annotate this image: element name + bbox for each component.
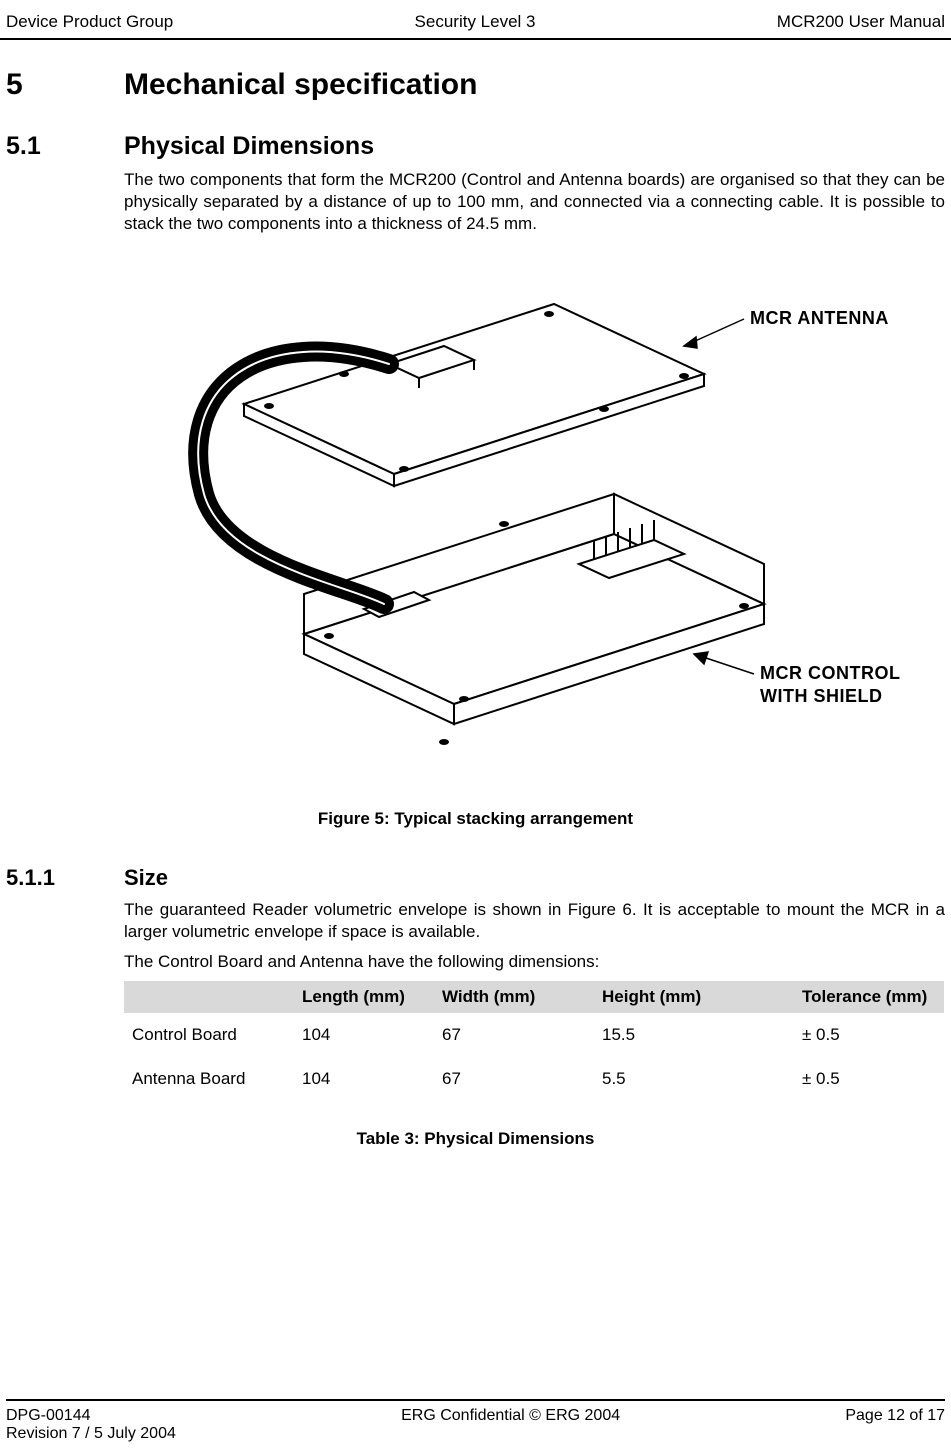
header-rule: [0, 38, 951, 40]
figure-5-caption: Figure 5: Typical stacking arrangement: [6, 809, 945, 829]
section-5-title: Mechanical specification: [124, 68, 477, 102]
footer-center: ERG Confidential © ERG 2004: [401, 1407, 620, 1443]
cell-name: Control Board: [124, 1013, 294, 1057]
th-width: Width (mm): [434, 981, 594, 1013]
section-5-1-1-heading: 5.1.1 Size: [6, 865, 945, 891]
dimensions-table: Length (mm) Width (mm) Height (mm) Toler…: [124, 981, 944, 1101]
page-footer: DPG-00144 Revision 7 / 5 July 2004 ERG C…: [0, 1399, 951, 1443]
table-row: Antenna Board 104 67 5.5 ± 0.5: [124, 1057, 944, 1101]
header-left: Device Product Group: [6, 12, 173, 32]
cell-height: 5.5: [594, 1057, 794, 1101]
label-mcr-antenna: MCR ANTENNA: [750, 308, 889, 328]
section-5-1-number: 5.1: [6, 132, 124, 161]
cell-tolerance: ± 0.5: [794, 1013, 944, 1057]
label-control-board-line1: MCR CONTROL BOARD: [760, 663, 904, 683]
th-height: Height (mm): [594, 981, 794, 1013]
label-control-board-line2: WITH SHIELD: [760, 686, 883, 706]
section-5-1-1-number: 5.1.1: [6, 865, 124, 891]
section-5-1-paragraph: The two components that form the MCR200 …: [124, 169, 945, 234]
footer-revision: Revision 7 / 5 July 2004: [6, 1425, 176, 1443]
section-5-1-title: Physical Dimensions: [124, 132, 374, 161]
footer-rule: [6, 1399, 945, 1401]
section-5-1-1-title: Size: [124, 865, 168, 891]
cell-name: Antenna Board: [124, 1057, 294, 1101]
cell-width: 67: [434, 1013, 594, 1057]
page-header: Device Product Group Security Level 3 MC…: [0, 12, 951, 38]
footer-page: Page 12 of 17: [845, 1407, 945, 1443]
header-right: MCR200 User Manual: [777, 12, 945, 32]
header-center: Security Level 3: [415, 12, 536, 32]
section-5-number: 5: [6, 68, 124, 102]
table-row: Control Board 104 67 15.5 ± 0.5: [124, 1013, 944, 1057]
content: 5 Mechanical specification 5.1 Physical …: [0, 68, 951, 1149]
cell-length: 104: [294, 1013, 434, 1057]
table-header-row: Length (mm) Width (mm) Height (mm) Toler…: [124, 981, 944, 1013]
cell-tolerance: ± 0.5: [794, 1057, 944, 1101]
section-5-1-heading: 5.1 Physical Dimensions: [6, 132, 945, 161]
cell-length: 104: [294, 1057, 434, 1101]
footer-doc: DPG-00144: [6, 1407, 176, 1425]
section-5-1-1-para2: The Control Board and Antenna have the f…: [124, 951, 945, 973]
section-5-1-1-para1: The guaranteed Reader volumetric envelop…: [124, 899, 945, 943]
stacking-diagram: MCR ANTENNA MCR CONTROL BOARD WITH SHIEL…: [124, 264, 904, 784]
th-tolerance: Tolerance (mm): [794, 981, 944, 1013]
cell-height: 15.5: [594, 1013, 794, 1057]
th-length: Length (mm): [294, 981, 434, 1013]
page: Device Product Group Security Level 3 MC…: [0, 0, 951, 1455]
cell-width: 67: [434, 1057, 594, 1101]
figure-5: MCR ANTENNA MCR CONTROL BOARD WITH SHIEL…: [124, 264, 945, 789]
section-5-heading: 5 Mechanical specification: [6, 68, 945, 102]
table-3-caption: Table 3: Physical Dimensions: [6, 1129, 945, 1149]
th-blank: [124, 981, 294, 1013]
